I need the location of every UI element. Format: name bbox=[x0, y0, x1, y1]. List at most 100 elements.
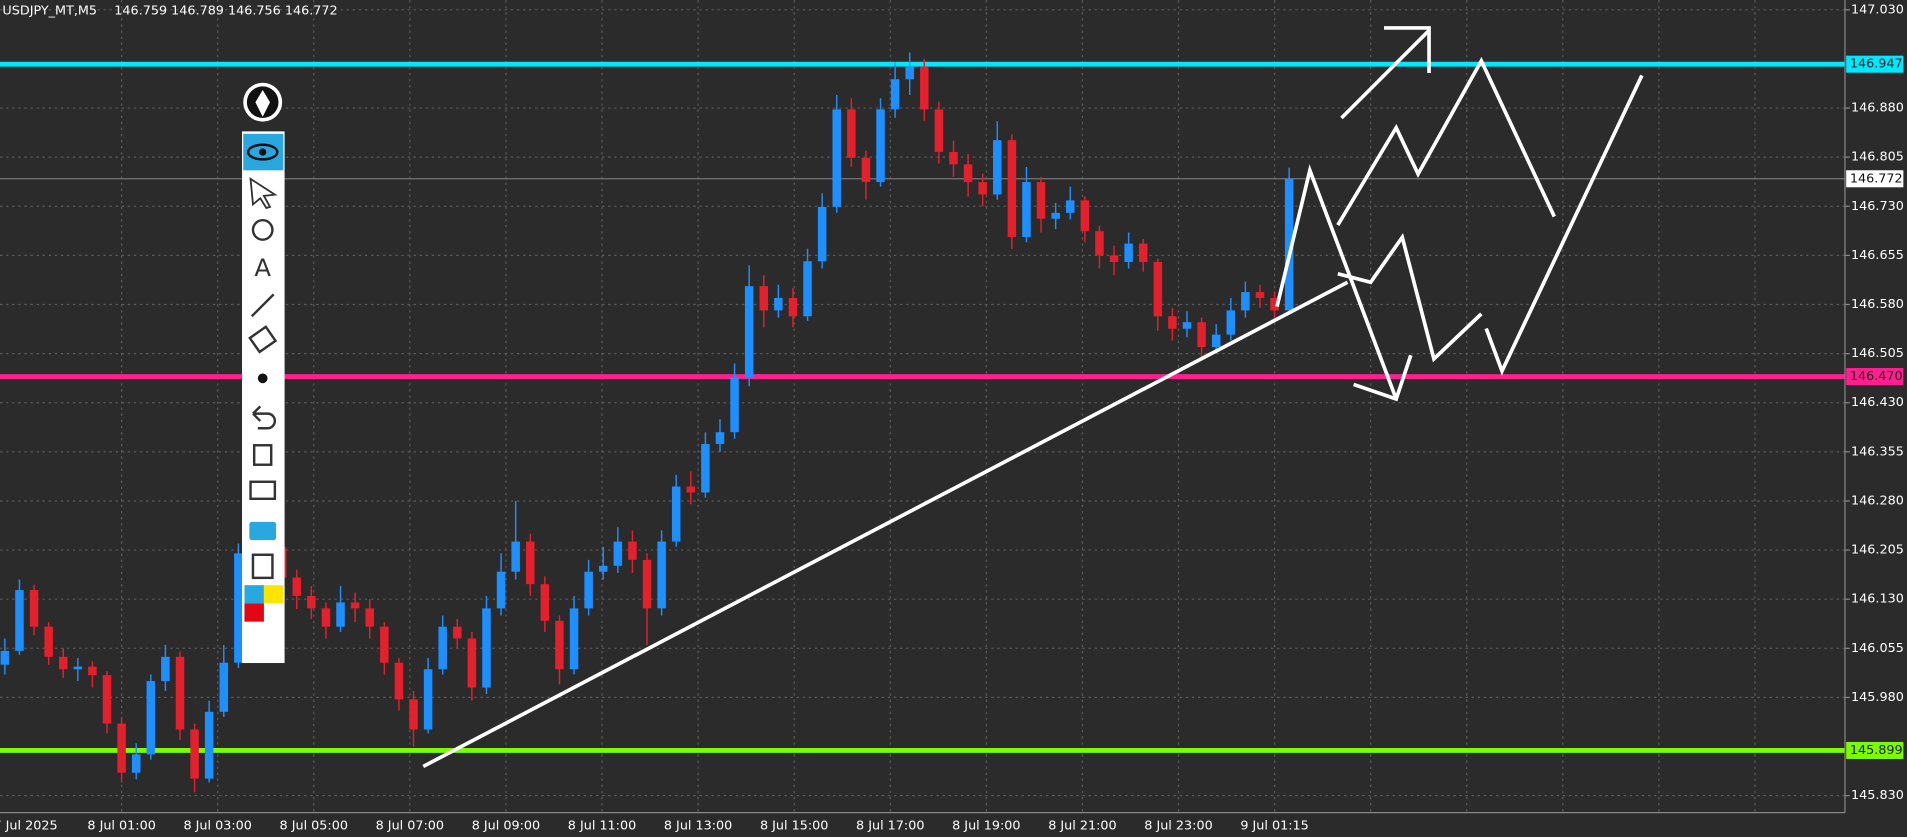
candle-body bbox=[949, 151, 958, 165]
level-label-box bbox=[1846, 368, 1904, 386]
y-tick-label: 146.505 bbox=[1851, 346, 1904, 361]
price-axis bbox=[1844, 0, 1907, 837]
candle-body bbox=[307, 595, 316, 609]
candle-body bbox=[88, 666, 97, 676]
eye-icon bbox=[246, 143, 279, 161]
candle-body bbox=[102, 675, 112, 724]
level-label: 146.947 bbox=[1850, 57, 1903, 72]
candle-body bbox=[701, 443, 710, 493]
candle-body bbox=[876, 109, 885, 183]
candle-body bbox=[598, 565, 608, 572]
candle-body bbox=[1211, 334, 1221, 348]
candle-body bbox=[1255, 292, 1265, 298]
toolbar: A bbox=[242, 82, 285, 664]
zigzag bbox=[1484, 74, 1644, 376]
level-label-box bbox=[1846, 55, 1904, 73]
candle-body bbox=[1168, 316, 1177, 329]
candle-body bbox=[1284, 178, 1294, 311]
candle-body bbox=[219, 662, 229, 712]
x-tick-label: 8 Jul 15:00 bbox=[760, 819, 828, 834]
candle-body bbox=[438, 626, 447, 670]
candle-body bbox=[321, 608, 331, 627]
x-tick-label: 8 Jul 13:00 bbox=[664, 819, 732, 834]
candle-body bbox=[496, 571, 506, 609]
y-tick-label: 146.655 bbox=[1851, 248, 1904, 263]
candle-body bbox=[671, 486, 681, 542]
candle-body bbox=[1153, 261, 1163, 317]
last-price-box bbox=[1846, 170, 1904, 188]
candle-body bbox=[1080, 200, 1090, 232]
color-red[interactable] bbox=[244, 603, 264, 622]
y-tick-label: 147.030 bbox=[1851, 2, 1904, 17]
tool-text[interactable]: A bbox=[254, 253, 271, 282]
candle-body bbox=[146, 681, 156, 755]
candle-body bbox=[861, 157, 871, 183]
y-tick-label: 146.880 bbox=[1851, 101, 1904, 116]
candle-body bbox=[292, 577, 302, 596]
candle-body bbox=[453, 626, 462, 639]
tool-delete[interactable] bbox=[252, 444, 273, 466]
tool-eraser[interactable] bbox=[248, 325, 278, 354]
tool-arrow[interactable] bbox=[250, 293, 275, 318]
candle-body bbox=[350, 602, 360, 609]
tool-stopwatch[interactable] bbox=[251, 218, 274, 241]
candle-body bbox=[15, 590, 24, 651]
arrow bbox=[1340, 29, 1431, 120]
tool-template[interactable] bbox=[249, 480, 277, 501]
tool-undo[interactable] bbox=[252, 405, 277, 430]
candle-body bbox=[803, 261, 812, 317]
candle-body bbox=[817, 206, 827, 262]
candle-body bbox=[978, 182, 987, 195]
arrow-head bbox=[1384, 26, 1431, 73]
candle-body bbox=[686, 486, 696, 493]
tool-clipboard[interactable] bbox=[251, 553, 274, 580]
level-label-box bbox=[1846, 741, 1904, 759]
y-tick-label: 146.580 bbox=[1851, 297, 1904, 312]
candle-body bbox=[29, 590, 39, 627]
candle-body bbox=[759, 286, 769, 311]
color-blue[interactable] bbox=[244, 585, 264, 604]
candle-body bbox=[555, 620, 564, 670]
x-tick-label: 8 Jul 09:00 bbox=[472, 819, 540, 834]
y-tick-label: 146.055 bbox=[1851, 641, 1904, 656]
x-tick-label: 8 Jul 21:00 bbox=[1048, 819, 1116, 834]
tool-dot[interactable] bbox=[257, 373, 268, 384]
zigzag bbox=[1337, 232, 1483, 363]
candle-body bbox=[131, 754, 141, 773]
trend-line bbox=[422, 280, 1349, 769]
candle-body bbox=[394, 662, 404, 700]
x-tick-label: 8 Jul 01:00 bbox=[87, 819, 155, 834]
candle-body bbox=[380, 626, 389, 663]
toolbar-panel bbox=[242, 131, 285, 664]
candle-body bbox=[526, 541, 535, 585]
candle-body bbox=[117, 723, 126, 773]
candle-body bbox=[1270, 297, 1279, 311]
candle-body bbox=[963, 164, 973, 183]
candle-body bbox=[0, 650, 10, 665]
color-yellow[interactable] bbox=[263, 585, 284, 604]
level-label: 145.899 bbox=[1850, 743, 1903, 758]
drawings bbox=[422, 26, 1644, 769]
candle-body bbox=[788, 297, 798, 317]
y-tick-label: 146.130 bbox=[1851, 592, 1904, 607]
y-tick-label: 146.205 bbox=[1851, 543, 1904, 558]
candle-body bbox=[44, 626, 53, 657]
arrow-head bbox=[1353, 354, 1413, 402]
candle-body bbox=[336, 602, 345, 627]
tool-screenshot[interactable] bbox=[249, 521, 277, 541]
candle-body bbox=[1007, 140, 1017, 238]
candle-body bbox=[1182, 322, 1192, 329]
candle-body bbox=[1022, 182, 1031, 238]
candle-body bbox=[905, 66, 914, 80]
level-lines bbox=[0, 61, 1845, 753]
candle-body bbox=[423, 669, 433, 730]
candle-body bbox=[1197, 322, 1206, 348]
candle-body bbox=[540, 584, 550, 621]
x-tick-label: 8 Jul 05:00 bbox=[280, 819, 348, 834]
y-tick-label: 146.730 bbox=[1851, 199, 1904, 214]
y-tick-label: 146.805 bbox=[1851, 150, 1904, 165]
tool-cursor[interactable] bbox=[249, 177, 278, 210]
candle-body bbox=[774, 297, 783, 311]
